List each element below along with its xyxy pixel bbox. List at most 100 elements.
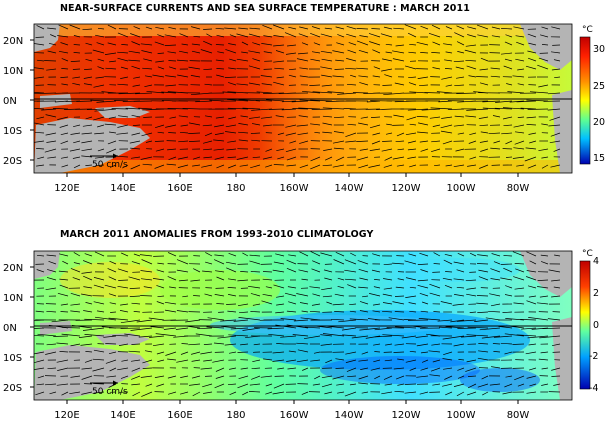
- current-vector: [521, 327, 537, 330]
- current-vector: [347, 284, 357, 289]
- current-vector: [309, 310, 321, 313]
- current-vector: [333, 131, 345, 134]
- current-vector: [191, 359, 201, 362]
- current-vector: [503, 124, 513, 127]
- current-vector: [117, 367, 129, 371]
- current-vector: [287, 286, 297, 289]
- current-vector: [467, 164, 477, 167]
- current-vector: [94, 251, 105, 257]
- current-vector: [358, 268, 369, 273]
- current-vector: [36, 59, 45, 62]
- current-vector: [478, 116, 489, 119]
- current-vector: [288, 74, 297, 78]
- current-vector: [296, 342, 309, 345]
- current-vector: [34, 91, 45, 94]
- current-vector: [383, 92, 405, 96]
- current-vector: [407, 140, 417, 144]
- current-vector: [78, 335, 93, 338]
- current-vector: [240, 367, 249, 370]
- current-vector: [72, 82, 81, 86]
- current-vector: [346, 83, 357, 86]
- current-vector: [180, 375, 189, 378]
- current-vector: [466, 65, 477, 70]
- current-vector: [397, 148, 405, 151]
- current-vector: [37, 156, 45, 160]
- current-vector: [141, 259, 153, 265]
- current-vector: [311, 108, 333, 110]
- current-vector: [285, 132, 297, 136]
- current-vector: [466, 391, 477, 396]
- current-vector: [190, 279, 201, 282]
- current-vector: [553, 59, 561, 62]
- current-vector: [359, 35, 369, 38]
- current-vector: [419, 391, 429, 395]
- current-vector: [84, 318, 105, 321]
- current-vector: [495, 100, 513, 103]
- current-vector: [517, 68, 525, 71]
- current-vector: [299, 75, 309, 78]
- current-vector: [108, 116, 117, 119]
- current-vector: [139, 254, 153, 257]
- current-vector: [299, 140, 309, 144]
- current-vector: [93, 301, 105, 305]
- current-vector: [515, 268, 525, 273]
- current-vector: [226, 99, 249, 102]
- current-vector: [227, 164, 237, 169]
- current-vector: [168, 66, 177, 70]
- lon-label: 160E: [167, 183, 192, 194]
- current-vector: [188, 132, 201, 134]
- colorbar-tick: 2: [593, 288, 600, 299]
- current-vector: [109, 164, 117, 168]
- current-vector: [381, 68, 393, 72]
- current-vector: [322, 122, 333, 126]
- current-vector: [192, 164, 201, 167]
- current-vector: [213, 148, 225, 151]
- current-vector: [322, 131, 333, 134]
- current-vector: [260, 75, 273, 78]
- current-vector: [200, 49, 213, 54]
- current-vector: [168, 26, 177, 30]
- current-vector: [514, 140, 525, 145]
- current-vector: [70, 60, 81, 62]
- current-vector: [454, 115, 465, 118]
- current-vector: [215, 44, 225, 46]
- current-vector: [145, 140, 153, 143]
- current-vector: [156, 351, 165, 355]
- current-vector: [441, 116, 453, 119]
- current-vector: [61, 68, 69, 70]
- current-vector: [488, 310, 501, 313]
- current-vector: [186, 325, 201, 329]
- current-vector: [165, 84, 177, 87]
- current-vector: [457, 51, 465, 54]
- current-vector: [60, 303, 69, 306]
- current-vector: [382, 302, 393, 305]
- current-vector: [41, 108, 57, 111]
- current-vector: [502, 107, 525, 110]
- current-vector: [359, 310, 369, 313]
- current-vector: [225, 49, 237, 54]
- current-vector: [432, 41, 441, 46]
- current-vector: [333, 147, 345, 150]
- current-vector: [61, 333, 81, 337]
- current-vector: [453, 343, 465, 347]
- current-vector: [58, 50, 69, 54]
- current-vector: [164, 44, 177, 46]
- current-vector: [248, 50, 261, 54]
- current-vector: [191, 50, 201, 54]
- current-vector: [141, 132, 153, 137]
- current-vector: [335, 367, 345, 369]
- current-vector: [321, 375, 333, 379]
- current-vector: [85, 164, 93, 166]
- current-vector: [131, 261, 141, 265]
- current-vector: [34, 122, 45, 126]
- current-vector: [190, 75, 201, 78]
- current-vector: [130, 327, 153, 331]
- current-vector: [34, 359, 45, 364]
- current-vector: [492, 115, 501, 118]
- current-vector: [297, 132, 309, 136]
- current-vector: [527, 164, 537, 169]
- current-vector: [455, 66, 465, 70]
- current-vector: [442, 140, 453, 145]
- current-vector: [107, 24, 117, 30]
- current-vector: [457, 375, 465, 379]
